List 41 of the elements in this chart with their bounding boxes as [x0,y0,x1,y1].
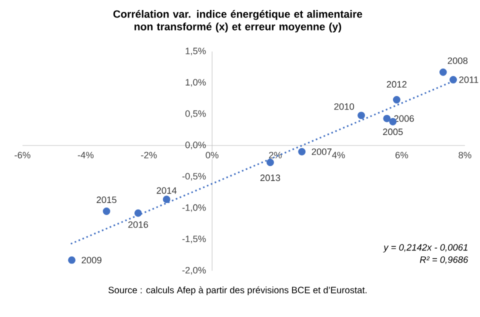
point [298,148,306,156]
point [68,256,76,264]
annotation: 2007 [312,148,332,155]
y-tick-label: -0,5% [182,172,206,181]
point [162,196,170,204]
x-tick-label: 6% [396,152,408,158]
annotation: R² = 0,9686 [420,256,468,264]
y-tick-label: -1,0% [182,204,206,212]
y-tick-label: -2,0% [182,266,206,275]
x-tick-label: -4% [78,152,94,158]
point [358,112,365,120]
chart-title: Corrélation var. indice énergétique et alimentaire non transformé (x) et erreur moyenne (y) [113,10,362,32]
y-tick-label: 1,5% [186,48,206,56]
annotation: 2010 [334,103,354,110]
x-tick-label: 4% [332,152,345,158]
annotation: 2008 [448,57,468,64]
point [134,209,142,217]
x-tick-label: -6% [14,152,30,158]
annotation: 2011 [459,76,478,83]
point [383,114,391,122]
y-tick-label: 1,0% [186,79,206,87]
point [392,96,400,104]
annotation: 2012 [386,81,406,88]
annotation: y = 0,2142x - 0,0061 [383,244,468,252]
annotation: 2016 [128,221,148,228]
source-note: Source : calculs Afep à partir des prévisions BCE et d’Eurostat. [108,286,367,296]
x-tick-label: 0% [206,152,218,158]
point [266,158,274,166]
annotation: 2009 [82,256,102,264]
point [102,208,110,215]
annotation: 2015 [96,196,116,204]
annotation: 2014 [156,187,177,194]
x-tick-label: -2% [141,152,157,158]
y-tick-label: 0,5% [185,110,206,118]
x-tick-label: 8% [458,152,472,158]
point [439,68,447,76]
annotation: 2005 [383,128,403,136]
y-tick-label: -1,5% [182,236,206,244]
annotation: 2013 [260,174,280,182]
y-tick-label: 0,0% [185,142,206,150]
point [450,76,457,84]
